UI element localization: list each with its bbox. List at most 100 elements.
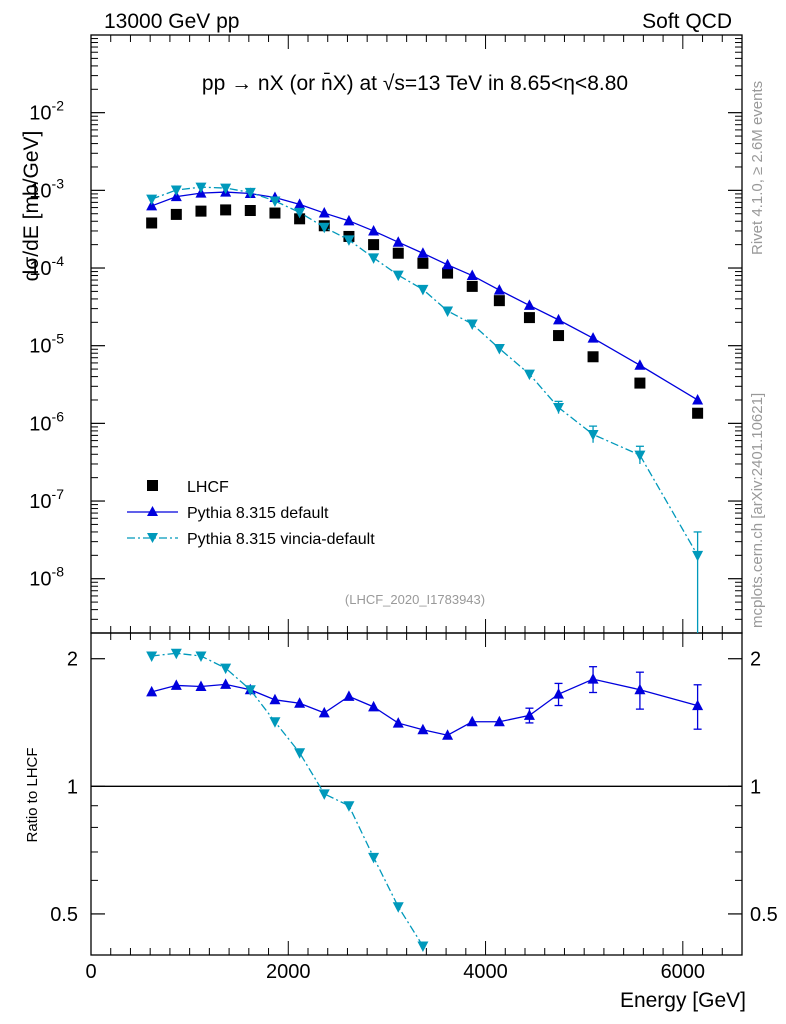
- legend-label-default: Pythia 8.315 default: [187, 505, 329, 522]
- data-point-lhcf: [392, 247, 404, 259]
- ratio-series-line-0: [151, 678, 698, 736]
- legend-marker-lhcf: [147, 480, 158, 491]
- main-axis-ticks: 10-2 10-3 10-4 10-5 10-6 10-7 10-8: [29, 38, 742, 620]
- ratio-point-vincia: [392, 902, 404, 913]
- data-point-vincia: [392, 270, 404, 282]
- data-point-default: [692, 393, 704, 405]
- data-point-lhcf: [170, 208, 182, 220]
- ratio-tick-label-right: 2: [750, 649, 761, 671]
- data-point-vincia: [466, 319, 478, 331]
- y-tick-label: 10-8: [29, 564, 64, 591]
- data-point-vincia: [318, 222, 330, 234]
- data-point-vincia: [523, 369, 535, 381]
- data-point-vincia: [294, 207, 306, 219]
- data-point-vincia: [220, 183, 232, 195]
- data-point-default: [493, 284, 505, 295]
- data-point-default: [417, 247, 429, 258]
- data-point-default: [523, 299, 535, 310]
- data-point-lhcf: [553, 330, 565, 342]
- ratio-point-vincia: [195, 651, 207, 662]
- rivet-label: Rivet 4.1.0, ≥ 2.6M events: [749, 81, 766, 255]
- data-point-lhcf: [587, 351, 599, 363]
- data-point-lhcf: [417, 257, 429, 269]
- x-tick-label: 2000: [266, 961, 311, 983]
- x-tick-label: 0: [85, 961, 96, 983]
- data-point-default: [392, 236, 404, 247]
- ratio-point-default: [195, 680, 207, 691]
- data-point-lhcf: [634, 377, 646, 389]
- data-point-default: [553, 313, 565, 325]
- data-point-lhcf: [269, 207, 281, 219]
- ratio-point-default: [294, 697, 306, 708]
- data-point-vincia: [244, 187, 256, 199]
- data-point-lhcf: [195, 205, 207, 217]
- ratio-point-vincia: [269, 717, 281, 728]
- ratio-tick-label-right: 1: [750, 776, 761, 798]
- data-point-lhcf: [146, 217, 158, 229]
- ratio-point-default: [343, 690, 355, 701]
- data-point-lhcf: [692, 407, 704, 419]
- ratio-point-default: [442, 729, 454, 740]
- ratio-point-vincia: [294, 748, 306, 759]
- ratio-point-vincia: [417, 941, 429, 953]
- data-point-lhcf: [294, 213, 306, 225]
- data-point-lhcf: [442, 267, 454, 279]
- y-tick-label: 10-6: [29, 408, 64, 435]
- ratio-point-vincia: [146, 651, 158, 662]
- data-point-default: [318, 207, 330, 218]
- ratio-point-default: [269, 693, 281, 705]
- data-point-vincia: [368, 253, 380, 264]
- x-tick-label: 6000: [661, 961, 706, 983]
- ratio-axis-ticks: 0.5 0.5 1 1 2 2: [50, 649, 778, 926]
- data-point-lhcf: [368, 239, 380, 251]
- data-point-default: [368, 224, 380, 236]
- x-tick-label: 4000: [463, 961, 508, 983]
- data-point-default: [146, 199, 158, 211]
- ratio-plot-frame: [90, 632, 743, 956]
- y-tick-label: 10-3: [29, 175, 64, 202]
- data-point-default: [634, 359, 646, 370]
- data-point-lhcf: [466, 280, 478, 292]
- ratio-tick-label-left: 0.5: [50, 904, 78, 926]
- data-point-lhcf: [493, 295, 505, 307]
- x-axis-label: Energy [GeV]: [620, 989, 746, 1012]
- y-axis-label: dσ/dE [mb/GeV]: [20, 131, 43, 282]
- series-line-1: [151, 191, 698, 401]
- data-point-lhcf: [220, 204, 232, 216]
- ratio-point-vincia: [318, 789, 330, 800]
- series-line-2: [151, 186, 699, 556]
- watermark: (LHCF_2020_I1783943): [345, 592, 485, 607]
- y-tick-label: 10-5: [29, 331, 64, 358]
- data-point-vincia: [146, 194, 158, 206]
- ratio-point-default: [392, 717, 404, 728]
- data-point-default: [343, 214, 355, 226]
- data-point-lhcf: [523, 312, 535, 324]
- data-point-vincia: [417, 284, 429, 296]
- legend-label-lhcf: LHCF: [187, 479, 229, 496]
- data-point-default: [294, 198, 306, 209]
- data-point-vincia: [170, 185, 182, 197]
- header-left: 13000 GeV pp: [104, 10, 239, 33]
- ratio-point-vincia: [244, 685, 256, 696]
- y-tick-label: 10-2: [29, 98, 64, 125]
- ratio-point-default: [146, 685, 158, 697]
- ratio-series-layer: [146, 648, 704, 953]
- ratio-point-default: [170, 679, 182, 690]
- ratio-point-vincia: [170, 648, 182, 660]
- data-point-vincia: [343, 235, 355, 246]
- main-plot-title: pp → nX (or n̄X) at √s=13 TeV in 8.65<η<…: [202, 72, 628, 95]
- legend-marker-default: [147, 506, 158, 516]
- ratio-point-default: [368, 700, 380, 712]
- data-point-vincia: [493, 344, 505, 355]
- y-tick-label: 10-4: [29, 253, 64, 280]
- ratio-point-default: [466, 715, 478, 727]
- ratio-series-line-1: [151, 652, 424, 947]
- y-tick-label: 10-7: [29, 486, 64, 513]
- main-series-layer: [146, 182, 704, 633]
- ratio-tick-label-left: 1: [67, 776, 78, 798]
- ratio-point-default: [493, 715, 505, 727]
- legend: LHCF Pythia 8.315 default Pythia 8.315 v…: [127, 479, 375, 548]
- data-point-default: [466, 269, 478, 281]
- data-point-default: [587, 332, 599, 343]
- legend-label-vincia: Pythia 8.315 vincia-default: [187, 531, 375, 548]
